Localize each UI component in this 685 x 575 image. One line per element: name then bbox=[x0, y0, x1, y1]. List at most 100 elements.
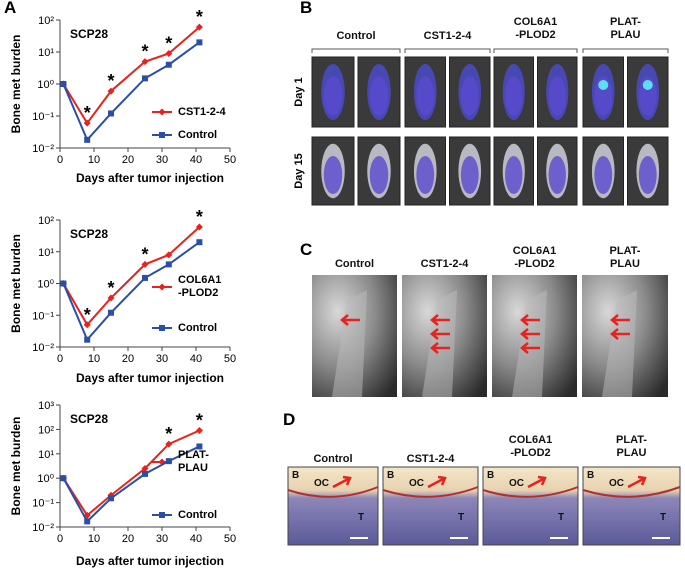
y-tick-label: 10⁻² bbox=[32, 342, 54, 354]
significance-mark: * bbox=[84, 305, 91, 325]
image-label: B bbox=[387, 470, 395, 481]
legend-label: Control bbox=[178, 508, 218, 521]
legend-label: Control bbox=[178, 321, 218, 334]
y-axis-label: Bone met burden bbox=[9, 234, 23, 333]
bracket bbox=[404, 48, 491, 53]
series-line bbox=[62, 226, 201, 327]
chart-title: SCP28 bbox=[70, 27, 108, 41]
point bbox=[142, 470, 148, 477]
bone bbox=[422, 290, 457, 397]
panel-label: D bbox=[283, 410, 296, 429]
arrow bbox=[520, 328, 540, 340]
signal bbox=[548, 155, 566, 195]
significance-mark: * bbox=[141, 244, 148, 264]
image-label: T bbox=[458, 512, 465, 523]
significance-mark: * bbox=[165, 33, 172, 53]
y-tick-label: 10⁻¹ bbox=[32, 310, 54, 322]
column-header: COL6A1 -PLOD2 bbox=[508, 434, 553, 459]
significance-mark: * bbox=[165, 424, 172, 444]
x-tick-label: 0 bbox=[57, 154, 63, 166]
bone-edge bbox=[582, 486, 681, 498]
point bbox=[84, 336, 91, 343]
image-label: OC bbox=[409, 478, 424, 489]
bracket bbox=[582, 48, 669, 53]
column-header: CST1-2-4 bbox=[423, 30, 472, 42]
point bbox=[84, 136, 91, 143]
x-tick-label: 30 bbox=[156, 353, 168, 365]
x-axis-label: Days after tumor injection bbox=[76, 371, 224, 385]
image-label: OC bbox=[314, 478, 329, 489]
point bbox=[141, 58, 149, 66]
column-header: Control bbox=[334, 258, 375, 270]
x-tick-label: 10 bbox=[88, 154, 100, 166]
image-label: T bbox=[660, 512, 667, 523]
significance-mark: * bbox=[107, 71, 114, 91]
arrow bbox=[627, 475, 647, 489]
point bbox=[165, 440, 173, 448]
signal bbox=[416, 155, 435, 195]
x-tick-label: 30 bbox=[156, 154, 168, 166]
x-tick-label: 20 bbox=[122, 154, 134, 166]
arrow bbox=[610, 314, 630, 326]
bone-edge bbox=[482, 486, 579, 498]
signal bbox=[505, 155, 523, 195]
arrow bbox=[520, 342, 540, 354]
legend-marker bbox=[159, 325, 165, 331]
point bbox=[196, 39, 203, 46]
point bbox=[107, 87, 115, 95]
histology-image bbox=[582, 466, 681, 546]
arrow bbox=[527, 475, 547, 489]
legend-marker bbox=[159, 132, 165, 138]
y-tick-label: 10⁻¹ bbox=[32, 498, 54, 510]
bracket bbox=[493, 48, 578, 53]
point bbox=[195, 23, 203, 31]
point bbox=[60, 81, 67, 87]
series-line bbox=[62, 241, 200, 342]
x-tick-label: 10 bbox=[88, 533, 100, 545]
x-tick-label: 40 bbox=[190, 533, 202, 545]
y-tick-label: 10² bbox=[38, 215, 54, 227]
x-tick-label: 50 bbox=[224, 533, 236, 545]
y-tick-label: 10¹ bbox=[38, 47, 54, 59]
legend-label: Control bbox=[178, 128, 218, 141]
image-label: B bbox=[292, 470, 300, 481]
point bbox=[165, 261, 172, 268]
point bbox=[84, 518, 91, 525]
bone bbox=[512, 290, 547, 397]
x-tick-label: 50 bbox=[224, 353, 236, 365]
x-tick-label: 50 bbox=[224, 154, 236, 166]
x-tick-label: 0 bbox=[57, 533, 63, 545]
signal bbox=[323, 155, 343, 195]
point bbox=[141, 464, 149, 472]
chart-title: SCP28 bbox=[70, 412, 108, 426]
point bbox=[107, 294, 115, 302]
significance-mark: * bbox=[196, 411, 203, 431]
y-tick-label: 10⁻¹ bbox=[32, 111, 54, 123]
y-tick-label: 10³ bbox=[38, 400, 54, 412]
point bbox=[83, 321, 91, 329]
legend-marker bbox=[158, 283, 166, 291]
x-tick-label: 0 bbox=[57, 353, 63, 365]
x-axis-label: Days after tumor injection bbox=[76, 171, 224, 185]
point bbox=[60, 280, 67, 287]
hotspot bbox=[642, 80, 653, 90]
column-header: CST1-2-4 bbox=[420, 258, 469, 270]
point bbox=[108, 309, 114, 316]
significance-mark: * bbox=[84, 103, 91, 123]
row-label: Day 15 bbox=[293, 153, 305, 188]
point bbox=[165, 49, 173, 57]
y-tick-label: 10⁻² bbox=[32, 522, 54, 534]
arrow bbox=[430, 328, 450, 340]
point bbox=[195, 223, 203, 231]
signal bbox=[460, 76, 479, 116]
image-label: B bbox=[587, 470, 595, 481]
row-label: Day 1 bbox=[293, 77, 305, 106]
signal bbox=[369, 155, 389, 195]
arrow bbox=[340, 314, 360, 326]
image-label: B bbox=[487, 470, 495, 481]
histology-image bbox=[482, 466, 579, 546]
signal bbox=[369, 76, 389, 116]
column-header: Control bbox=[336, 30, 376, 42]
series-line bbox=[62, 429, 200, 517]
